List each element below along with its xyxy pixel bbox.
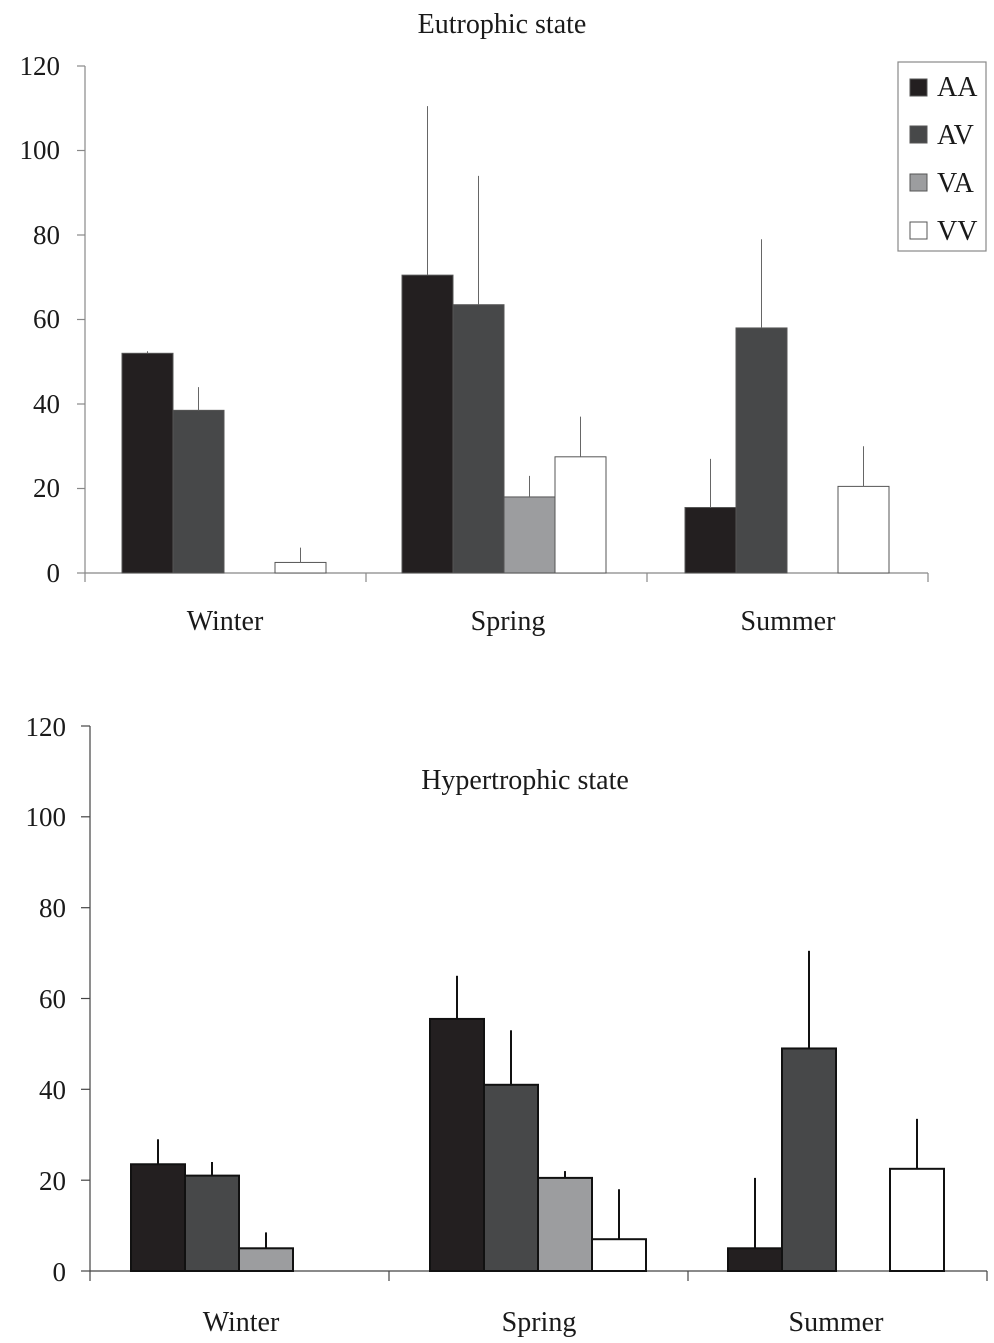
bar-aa-spring <box>401 274 454 574</box>
y-tick-label: 60 <box>39 984 66 1014</box>
legend-swatch <box>909 221 928 240</box>
bar-group <box>121 106 890 574</box>
x-tick-label: Winter <box>187 606 264 637</box>
y-tick-label: 0 <box>53 1257 67 1287</box>
y-tick-label: 100 <box>20 135 61 165</box>
bar-av-winter <box>172 409 225 574</box>
bar-av-winter <box>184 1174 240 1272</box>
bar-aa-summer <box>684 507 737 574</box>
chart-title: Eutrophic state <box>418 9 587 40</box>
legend-swatch <box>909 125 928 144</box>
bar-av-spring <box>483 1083 539 1272</box>
x-tick-label: Summer <box>789 1307 885 1338</box>
y-tick-label: 0 <box>47 558 61 588</box>
y-tick-label: 80 <box>39 893 66 923</box>
y-tick-label: 20 <box>33 473 60 503</box>
bar-va-spring <box>503 496 556 574</box>
panel-hypertrophic: Hypertrophic state 0 20 40 60 80 100 120 <box>26 712 988 1338</box>
bar-vv-winter <box>274 561 327 574</box>
bar-vv-spring <box>554 456 607 574</box>
x-tick-label: Spring <box>471 606 546 637</box>
legend-item: AA <box>909 72 978 103</box>
y-tick-label: 120 <box>26 712 67 742</box>
bar-av-summer <box>781 1047 837 1273</box>
bar-av-spring <box>452 304 505 574</box>
x-axis: Winter Spring Summer <box>84 572 929 637</box>
bar-vv-spring <box>591 1238 647 1273</box>
bar-group <box>130 950 945 1273</box>
legend: AA AV VA VV <box>897 61 987 252</box>
y-axis: 0 20 40 60 80 100 120 <box>20 51 86 588</box>
legend-item: VV <box>909 216 977 247</box>
y-axis: 0 20 40 60 80 100 120 <box>26 712 91 1287</box>
bar-aa-spring <box>429 1017 485 1272</box>
legend-label: VA <box>937 168 975 199</box>
y-tick-label: 60 <box>33 304 60 334</box>
x-axis: Winter Spring Summer <box>89 1270 988 1338</box>
bar-aa-winter <box>130 1163 186 1273</box>
y-tick-label: 20 <box>39 1166 66 1196</box>
chart-title: Hypertrophic state <box>421 765 629 796</box>
panel-eutrophic: Eutrophic state 0 20 40 60 80 100 120 <box>20 9 987 637</box>
legend-label: AA <box>937 72 978 103</box>
bar-aa-winter <box>121 352 174 574</box>
legend-item: AV <box>909 120 974 151</box>
bar-vv-summer <box>837 485 890 574</box>
y-tick-label: 100 <box>26 802 67 832</box>
bar-av-summer <box>735 327 788 574</box>
x-tick-label: Winter <box>203 1307 280 1338</box>
legend-item: VA <box>909 168 975 199</box>
x-tick-label: Summer <box>741 606 837 637</box>
bar-aa-summer <box>727 1247 783 1272</box>
legend-label: VV <box>937 216 977 247</box>
bar-va-spring <box>537 1176 593 1273</box>
legend-swatch <box>909 173 928 192</box>
bar-vv-summer <box>889 1167 945 1272</box>
y-tick-label: 120 <box>20 51 61 81</box>
y-tick-label: 80 <box>33 220 60 250</box>
y-tick-label: 40 <box>39 1075 66 1105</box>
legend-label: AV <box>937 120 974 151</box>
x-tick-label: Spring <box>502 1307 577 1338</box>
bar-va-winter <box>238 1247 294 1272</box>
legend-swatch <box>909 78 928 97</box>
y-tick-label: 40 <box>33 389 60 419</box>
